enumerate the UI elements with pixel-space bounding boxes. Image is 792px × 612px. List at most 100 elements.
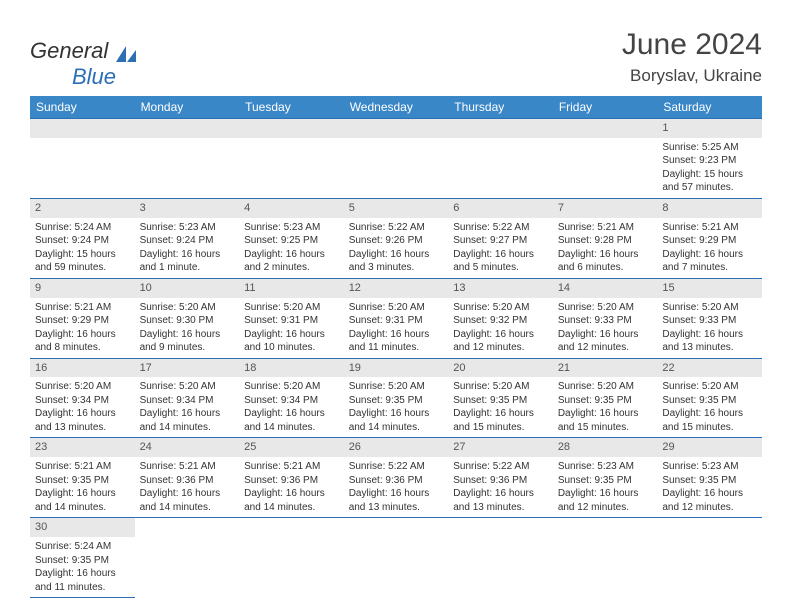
- day-number: 29: [657, 438, 762, 457]
- calendar-cell: 6Sunrise: 5:22 AMSunset: 9:27 PMDaylight…: [448, 198, 553, 278]
- daylight-text: Daylight: 16 hours and 10 minutes.: [244, 328, 339, 355]
- calendar-cell: 1Sunrise: 5:25 AMSunset: 9:23 PMDaylight…: [657, 119, 762, 199]
- daylight-text: Daylight: 16 hours and 14 minutes.: [140, 407, 235, 434]
- sunset-text: Sunset: 9:29 PM: [662, 234, 757, 248]
- sunrise-text: Sunrise: 5:20 AM: [140, 380, 235, 394]
- sunrise-text: Sunrise: 5:21 AM: [35, 460, 130, 474]
- calendar-row: 16Sunrise: 5:20 AMSunset: 9:34 PMDayligh…: [30, 358, 762, 438]
- sunrise-text: Sunrise: 5:20 AM: [35, 380, 130, 394]
- calendar-cell: [448, 119, 553, 199]
- calendar-cell: [344, 518, 449, 598]
- page-title: June 2024: [622, 28, 762, 62]
- sunset-text: Sunset: 9:36 PM: [453, 474, 548, 488]
- daylight-text: Daylight: 16 hours and 12 minutes.: [662, 487, 757, 514]
- day-body: Sunrise: 5:20 AMSunset: 9:34 PMDaylight:…: [239, 377, 344, 437]
- day-number: 23: [30, 438, 135, 457]
- calendar-cell: 22Sunrise: 5:20 AMSunset: 9:35 PMDayligh…: [657, 358, 762, 438]
- sunset-text: Sunset: 9:32 PM: [453, 314, 548, 328]
- day-body: Sunrise: 5:21 AMSunset: 9:35 PMDaylight:…: [30, 457, 135, 517]
- calendar-cell: 16Sunrise: 5:20 AMSunset: 9:34 PMDayligh…: [30, 358, 135, 438]
- daylight-text: Daylight: 16 hours and 14 minutes.: [35, 487, 130, 514]
- day-body: Sunrise: 5:20 AMSunset: 9:31 PMDaylight:…: [344, 298, 449, 358]
- sunset-text: Sunset: 9:24 PM: [140, 234, 235, 248]
- day-body: Sunrise: 5:22 AMSunset: 9:27 PMDaylight:…: [448, 218, 553, 278]
- sail-icon: [116, 42, 136, 58]
- sunset-text: Sunset: 9:35 PM: [35, 474, 130, 488]
- sunrise-text: Sunrise: 5:20 AM: [244, 301, 339, 315]
- day-number: 22: [657, 359, 762, 378]
- day-number: [30, 119, 135, 138]
- daylight-text: Daylight: 16 hours and 6 minutes.: [558, 248, 653, 275]
- daylight-text: Daylight: 16 hours and 12 minutes.: [558, 328, 653, 355]
- day-body: Sunrise: 5:21 AMSunset: 9:29 PMDaylight:…: [657, 218, 762, 278]
- calendar-cell: 28Sunrise: 5:23 AMSunset: 9:35 PMDayligh…: [553, 438, 658, 518]
- daylight-text: Daylight: 16 hours and 2 minutes.: [244, 248, 339, 275]
- daylight-text: Daylight: 15 hours and 59 minutes.: [35, 248, 130, 275]
- day-body: Sunrise: 5:23 AMSunset: 9:25 PMDaylight:…: [239, 218, 344, 278]
- day-body: Sunrise: 5:20 AMSunset: 9:35 PMDaylight:…: [553, 377, 658, 437]
- sunset-text: Sunset: 9:35 PM: [558, 474, 653, 488]
- day-body: Sunrise: 5:21 AMSunset: 9:28 PMDaylight:…: [553, 218, 658, 278]
- sunset-text: Sunset: 9:30 PM: [140, 314, 235, 328]
- day-number: 16: [30, 359, 135, 378]
- calendar-cell: 8Sunrise: 5:21 AMSunset: 9:29 PMDaylight…: [657, 198, 762, 278]
- daylight-text: Daylight: 16 hours and 1 minute.: [140, 248, 235, 275]
- daylight-text: Daylight: 16 hours and 15 minutes.: [662, 407, 757, 434]
- calendar-cell: [135, 119, 240, 199]
- sunset-text: Sunset: 9:31 PM: [244, 314, 339, 328]
- sunset-text: Sunset: 9:29 PM: [35, 314, 130, 328]
- day-number: [344, 119, 449, 138]
- day-number: 7: [553, 199, 658, 218]
- day-body: [448, 138, 553, 194]
- sunrise-text: Sunrise: 5:22 AM: [349, 460, 444, 474]
- weekday-header: Tuesday: [239, 96, 344, 119]
- calendar-table: Sunday Monday Tuesday Wednesday Thursday…: [30, 96, 762, 598]
- day-body: [135, 138, 240, 194]
- sunset-text: Sunset: 9:35 PM: [558, 394, 653, 408]
- daylight-text: Daylight: 16 hours and 14 minutes.: [349, 407, 444, 434]
- day-number: [553, 119, 658, 138]
- sunset-text: Sunset: 9:34 PM: [244, 394, 339, 408]
- calendar-cell: [239, 119, 344, 199]
- daylight-text: Daylight: 15 hours and 57 minutes.: [662, 168, 757, 195]
- calendar-cell: 24Sunrise: 5:21 AMSunset: 9:36 PMDayligh…: [135, 438, 240, 518]
- sunset-text: Sunset: 9:25 PM: [244, 234, 339, 248]
- sunset-text: Sunset: 9:36 PM: [349, 474, 444, 488]
- calendar-cell: 10Sunrise: 5:20 AMSunset: 9:30 PMDayligh…: [135, 278, 240, 358]
- calendar-cell: 29Sunrise: 5:23 AMSunset: 9:35 PMDayligh…: [657, 438, 762, 518]
- sunset-text: Sunset: 9:35 PM: [35, 554, 130, 568]
- daylight-text: Daylight: 16 hours and 15 minutes.: [453, 407, 548, 434]
- location: Boryslav, Ukraine: [630, 66, 762, 86]
- daylight-text: Daylight: 16 hours and 11 minutes.: [349, 328, 444, 355]
- calendar-cell: [344, 119, 449, 199]
- sunset-text: Sunset: 9:36 PM: [140, 474, 235, 488]
- calendar-cell: [448, 518, 553, 598]
- sunset-text: Sunset: 9:23 PM: [662, 154, 757, 168]
- daylight-text: Daylight: 16 hours and 12 minutes.: [453, 328, 548, 355]
- sunrise-text: Sunrise: 5:20 AM: [349, 301, 444, 315]
- sunrise-text: Sunrise: 5:21 AM: [244, 460, 339, 474]
- day-number: [239, 119, 344, 138]
- sunrise-text: Sunrise: 5:20 AM: [558, 301, 653, 315]
- weekday-header: Monday: [135, 96, 240, 119]
- calendar-cell: 2Sunrise: 5:24 AMSunset: 9:24 PMDaylight…: [30, 198, 135, 278]
- sunrise-text: Sunrise: 5:20 AM: [453, 301, 548, 315]
- day-number: 9: [30, 279, 135, 298]
- day-body: Sunrise: 5:24 AMSunset: 9:35 PMDaylight:…: [30, 537, 135, 597]
- calendar-cell: 13Sunrise: 5:20 AMSunset: 9:32 PMDayligh…: [448, 278, 553, 358]
- day-body: Sunrise: 5:20 AMSunset: 9:33 PMDaylight:…: [657, 298, 762, 358]
- day-number: 14: [553, 279, 658, 298]
- daylight-text: Daylight: 16 hours and 7 minutes.: [662, 248, 757, 275]
- sunset-text: Sunset: 9:28 PM: [558, 234, 653, 248]
- calendar-cell: [135, 518, 240, 598]
- calendar-cell: 9Sunrise: 5:21 AMSunset: 9:29 PMDaylight…: [30, 278, 135, 358]
- daylight-text: Daylight: 16 hours and 3 minutes.: [349, 248, 444, 275]
- day-body: Sunrise: 5:24 AMSunset: 9:24 PMDaylight:…: [30, 218, 135, 278]
- day-body: Sunrise: 5:20 AMSunset: 9:35 PMDaylight:…: [344, 377, 449, 437]
- sunrise-text: Sunrise: 5:20 AM: [349, 380, 444, 394]
- calendar-cell: 7Sunrise: 5:21 AMSunset: 9:28 PMDaylight…: [553, 198, 658, 278]
- calendar-cell: 5Sunrise: 5:22 AMSunset: 9:26 PMDaylight…: [344, 198, 449, 278]
- day-body: Sunrise: 5:23 AMSunset: 9:35 PMDaylight:…: [553, 457, 658, 517]
- calendar-cell: 11Sunrise: 5:20 AMSunset: 9:31 PMDayligh…: [239, 278, 344, 358]
- daylight-text: Daylight: 16 hours and 14 minutes.: [244, 487, 339, 514]
